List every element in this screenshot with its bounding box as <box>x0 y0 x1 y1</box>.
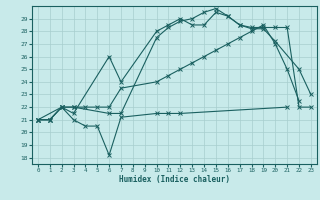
X-axis label: Humidex (Indice chaleur): Humidex (Indice chaleur) <box>119 175 230 184</box>
